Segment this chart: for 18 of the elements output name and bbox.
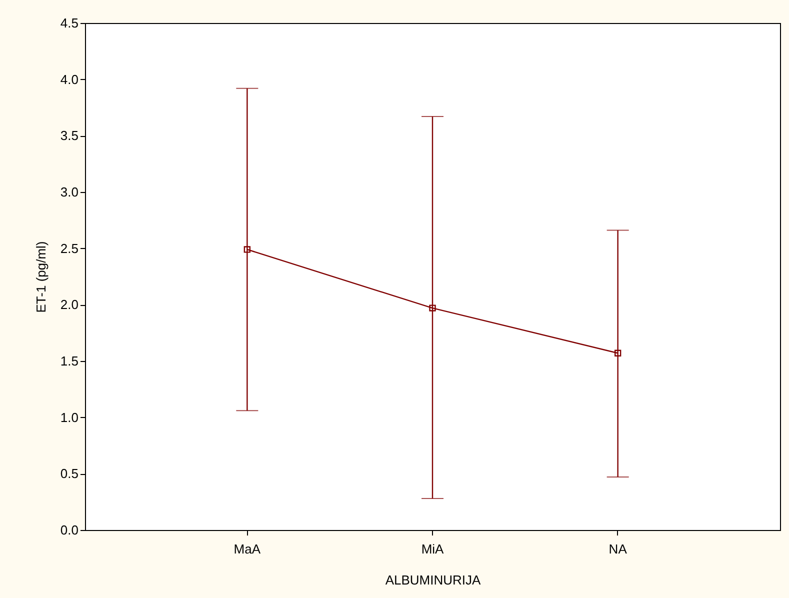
- y-tick-label: 2.5: [60, 240, 78, 256]
- point: [429, 304, 436, 312]
- y-tick-label: 2.0: [60, 297, 78, 312]
- point: [614, 350, 622, 356]
- x-tick-label: MiA: [421, 542, 444, 556]
- y-tick-label: 3.5: [60, 128, 78, 144]
- y-tick-label: 0.5: [60, 466, 78, 482]
- y-tick-label: 0.0: [60, 522, 78, 538]
- y-tick-label: 4.5: [60, 16, 78, 30]
- y-tick-label: 1.5: [60, 354, 78, 368]
- x-axis-title: ALBUMINURIJA: [385, 572, 481, 588]
- y-tick-label: 4.0: [60, 72, 78, 87]
- x-tick-label: MaA: [234, 542, 261, 556]
- y-axis-title: ET-1 (pg/ml): [33, 241, 48, 313]
- y-tick-label: 1.0: [60, 410, 78, 425]
- y-tick-label: 3.0: [60, 184, 78, 200]
- point: [244, 246, 251, 253]
- x-tick-label: NA: [608, 542, 628, 556]
